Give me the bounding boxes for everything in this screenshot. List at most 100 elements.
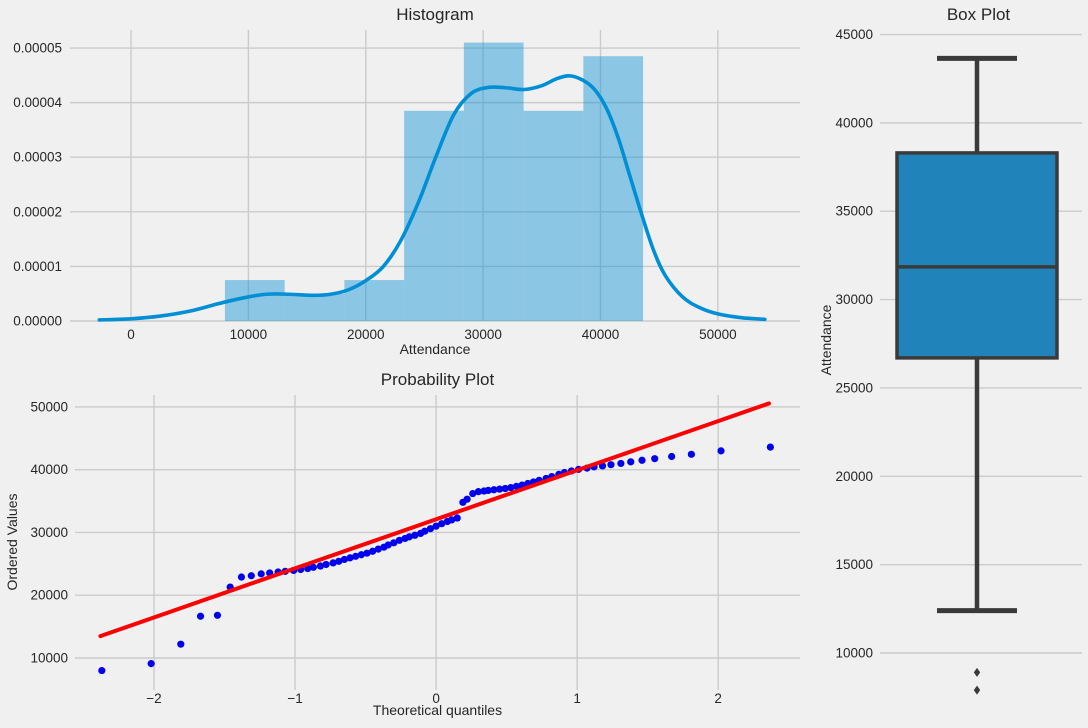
y-tick-label: 35000: [835, 204, 873, 219]
outlier-point: [973, 685, 981, 695]
qq-point: [668, 452, 676, 461]
qq-point: [346, 554, 354, 562]
qq-point: [237, 573, 246, 581]
probability-plot-yaxis-label: Ordered Values: [4, 493, 20, 591]
histogram-chart: 0 10000 20000 30000 40000 50000 0.00000 0.00001…: [13, 30, 800, 342]
qq-point: [438, 520, 446, 528]
qq-point: [469, 489, 477, 498]
y-tick-label: 0.00004: [13, 95, 62, 110]
gridlines: [75, 395, 800, 690]
qq-point: [405, 533, 413, 541]
fit-line: [98, 401, 771, 639]
qq-point: [316, 562, 325, 570]
gridlines: [70, 30, 800, 322]
box-and-whiskers: [895, 55, 1059, 695]
x-tick-label: 1: [573, 691, 581, 706]
qq-point: [421, 527, 429, 535]
qq-point: [507, 483, 515, 492]
qq-point: [196, 612, 205, 620]
qq-point: [638, 456, 646, 464]
x-tick-label: 30000: [464, 327, 502, 342]
qq-point: [495, 485, 504, 493]
y-tick-label: 40000: [30, 462, 68, 477]
probability-plot-title: Probability Plot: [380, 370, 495, 389]
x-tick-label: 0: [432, 691, 440, 706]
x-tick-label: 40000: [582, 327, 620, 342]
qq-point: [501, 484, 509, 493]
y-tick-label: 50000: [30, 399, 68, 414]
qq-point: [607, 461, 615, 469]
iqr-box: [895, 151, 1059, 360]
y-tick-label: 0.00005: [13, 41, 62, 56]
kde-curve: [97, 74, 767, 322]
histogram-bar: [463, 42, 524, 322]
qq-point: [177, 640, 185, 648]
qq-point: [717, 447, 725, 455]
y-tick-label: 30000: [835, 292, 873, 307]
x-tick-label: −2: [146, 691, 161, 706]
qq-point: [247, 572, 255, 580]
qq-point: [490, 486, 498, 494]
histogram-bar: [284, 293, 345, 321]
probability-plot-chart: −2 −1 0 1 2 10000 20000 30000 40000 50000: [30, 395, 800, 706]
qq-point: [627, 458, 635, 466]
histogram-bars: [224, 42, 644, 322]
qq-point: [322, 560, 330, 569]
qq-point: [374, 545, 382, 553]
box-plot-chart: 10000 15000 20000 25000 30000 35000 40000 45000: [835, 27, 1082, 695]
qq-point: [426, 525, 435, 533]
qq-point: [352, 552, 360, 560]
y-tick-label: 15000: [835, 557, 873, 572]
qq-point: [98, 666, 106, 675]
qq-point: [357, 551, 365, 559]
x-tick-label: −1: [287, 691, 302, 706]
y-tick-label: 45000: [835, 27, 873, 42]
qq-point: [213, 611, 222, 619]
y-tick-label: 20000: [30, 588, 68, 603]
qq-point: [766, 443, 774, 451]
qq-point: [463, 495, 471, 503]
qq-point: [329, 559, 337, 567]
x-tick-label: 20000: [347, 327, 385, 342]
qq-point: [453, 514, 461, 522]
box-plot-yaxis-label: Attendance: [818, 304, 834, 376]
qq-point: [617, 459, 625, 468]
qq-point: [474, 488, 483, 496]
qq-point: [512, 482, 521, 490]
qq-point: [304, 564, 312, 573]
x-tick-label: 0: [127, 327, 135, 342]
y-tick-label: 0.00000: [13, 314, 62, 329]
qq-point: [484, 486, 492, 495]
qq-point: [390, 539, 398, 547]
x-tick-label: 50000: [699, 327, 737, 342]
y-tick-label: 30000: [30, 525, 68, 540]
box-plot-title: Box Plot: [946, 5, 1011, 24]
y-tick-label: 10000: [30, 650, 68, 665]
qq-point: [363, 549, 371, 557]
x-tick-label: 10000: [230, 327, 268, 342]
qq-point: [335, 557, 343, 565]
qq-point: [651, 455, 659, 463]
qq-point: [369, 547, 377, 555]
y-tick-label: 20000: [835, 469, 873, 484]
y-tick-label: 25000: [835, 380, 873, 395]
histogram-bar: [523, 110, 584, 321]
histogram-title: Histogram: [396, 5, 474, 24]
y-tick-label: 10000: [835, 645, 873, 660]
qq-point: [598, 462, 607, 470]
qq-point: [411, 531, 419, 539]
y-tick-label: 0.00001: [13, 259, 62, 274]
qq-point: [309, 563, 317, 571]
qq-point: [147, 660, 155, 668]
y-tick-label: 40000: [835, 115, 873, 130]
probability-plot-xaxis-label: Theoretical quantiles: [372, 702, 503, 718]
qq-point: [395, 536, 404, 544]
qq-point: [384, 541, 392, 549]
qq-point: [448, 516, 456, 524]
x-tick-label: 2: [714, 691, 722, 706]
y-tick-label: 0.00002: [13, 204, 62, 219]
qq-point: [432, 522, 440, 530]
histogram-xaxis-label: Attendance: [399, 341, 471, 357]
qq-point: [340, 555, 349, 564]
